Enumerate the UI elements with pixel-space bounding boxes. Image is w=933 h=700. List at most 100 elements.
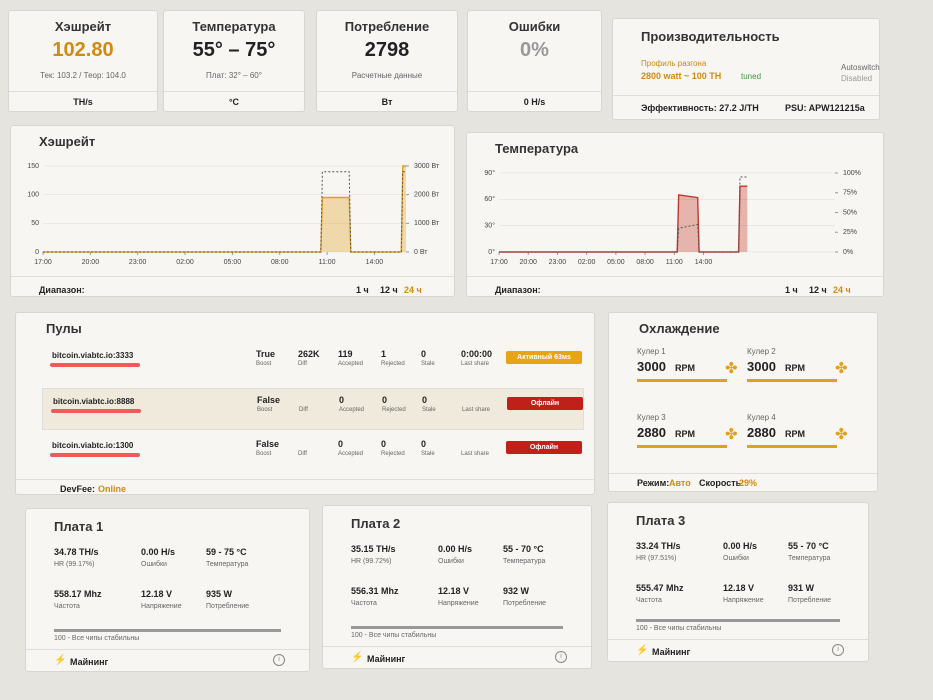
- board-title[interactable]: Плата 1: [54, 519, 104, 534]
- range-option[interactable]: 1 ч: [785, 285, 798, 295]
- cooling-card: Охлаждение Кулер 1 3000 RPM ✤ Кулер 2 3000 RPM ✤…: [608, 312, 878, 492]
- chart-title[interactable]: Хэшрейт: [39, 134, 96, 149]
- board-title[interactable]: Плата 2: [351, 516, 401, 531]
- board-temp: 55 - 70 °C: [788, 541, 829, 551]
- pool-stale-label: Stale: [422, 407, 436, 413]
- divider: [11, 276, 454, 277]
- divider: [468, 91, 601, 92]
- pool-rejected-label: Rejected: [382, 407, 406, 413]
- x-tick-label: 20:00: [519, 259, 537, 266]
- board-power-label: Потребление: [788, 597, 832, 604]
- stat-unit: 0 H/s: [523, 97, 546, 107]
- board-title[interactable]: Плата 3: [636, 513, 686, 528]
- y2-tick-label: 25%: [843, 229, 857, 236]
- pool-accepted: 0: [338, 439, 344, 449]
- divider: [467, 276, 883, 277]
- stat-value: 102.80: [52, 39, 114, 61]
- board-temp: 55 - 70 °C: [503, 544, 544, 554]
- pool-url-underline: [50, 453, 140, 457]
- board-power-label: Потребление: [503, 600, 547, 607]
- board-errors: 0.00 H/s: [438, 544, 473, 554]
- y2-tick-label: 50%: [843, 209, 857, 216]
- perf-title[interactable]: Производительность: [641, 29, 780, 44]
- divider: [164, 91, 304, 92]
- divider: [323, 646, 591, 647]
- board-temp: 59 - 75 °C: [206, 547, 247, 557]
- pool-accepted-label: Accepted: [338, 361, 364, 367]
- board-hashrate: 33.24 TH/s: [636, 541, 681, 551]
- fan-bar: [747, 379, 837, 382]
- cooling-title[interactable]: Охлаждение: [639, 321, 720, 336]
- pool-boost: False: [256, 439, 280, 449]
- pool-url-underline: [51, 409, 141, 413]
- x-tick-label: 08:00: [271, 259, 289, 266]
- x-tick-label: 02:00: [176, 259, 194, 266]
- chips-bar: [351, 626, 563, 629]
- chart: 0° 30° 60° 90° 0% 25% 50% 75% 100% 17:00 20:00 23:0…: [484, 169, 861, 266]
- mining-icon: ⚡: [351, 652, 364, 663]
- divider: [609, 473, 877, 474]
- pool-diff-label: Diff: [298, 361, 307, 367]
- pool-rejected-label: Rejected: [381, 361, 405, 367]
- y2-tick-label: 0 Вт: [414, 249, 428, 256]
- fan-bar: [637, 379, 727, 382]
- series-line: [499, 176, 748, 253]
- chips: 100 - Все чипы стабильны: [636, 625, 722, 632]
- board-hashrate-label: HR (99.72%): [351, 558, 392, 565]
- board-freq: 555.47 Mhz: [636, 583, 684, 593]
- stat-card: Температура 55° – 75° Плат: 32° – 60° °C: [163, 10, 305, 112]
- board-hashrate-label: HR (99.17%): [54, 561, 95, 568]
- range-option[interactable]: 24 ч: [833, 285, 851, 295]
- fan-unit: RPM: [675, 363, 695, 373]
- info-icon[interactable]: i: [273, 654, 285, 666]
- pool-row[interactable]: bitcoin.viabtc.io:8888 False Boost Diff 0 Acc…: [42, 388, 584, 430]
- chips: 100 - Все чипы стабильны: [54, 635, 140, 642]
- mining-icon: ⚡: [636, 645, 649, 656]
- speed: 29%: [739, 478, 758, 488]
- pool-boost: False: [257, 395, 281, 405]
- fan-icon: ✤: [835, 360, 848, 377]
- x-tick-label: 11:00: [666, 259, 683, 266]
- pool-diff-label: Diff: [298, 451, 307, 457]
- range-option[interactable]: 12 ч: [380, 285, 398, 295]
- pool-diff: 262K: [298, 349, 320, 359]
- board-power: 932 W: [503, 586, 530, 596]
- x-tick-label: 23:00: [129, 259, 147, 266]
- y-tick-label: 0°: [488, 248, 495, 256]
- series-line: [43, 171, 406, 253]
- y-tick-label: 60°: [484, 195, 495, 203]
- pool-row[interactable]: bitcoin.viabtc.io:1300 False Boost Diff 0 Acc…: [42, 433, 582, 473]
- range-option[interactable]: 24 ч: [404, 285, 422, 295]
- range-option[interactable]: 12 ч: [809, 285, 827, 295]
- pool-rejected-label: Rejected: [381, 451, 405, 457]
- area: [43, 166, 406, 252]
- pools-title[interactable]: Пулы: [46, 321, 82, 336]
- stat-value: 0%: [520, 39, 549, 61]
- board-errors: 0.00 H/s: [723, 541, 758, 551]
- board-freq: 556.31 Mhz: [351, 586, 399, 596]
- autoswitch: Autoswitch: [841, 63, 880, 72]
- stat-unit: °C: [228, 97, 240, 107]
- x-tick-label: 14:00: [366, 259, 384, 266]
- board-freq-label: Частота: [54, 603, 80, 610]
- profile-label: Профиль разгона: [641, 59, 707, 68]
- mining: Майнинг: [652, 647, 691, 657]
- profile: 2800 watt ~ 100 TH: [641, 71, 722, 81]
- pool-row[interactable]: bitcoin.viabtc.io:3333 True Boost 262K Diff 1…: [42, 343, 582, 383]
- y-tick-label: 0: [35, 249, 39, 256]
- board-temp-label: Температура: [788, 555, 831, 562]
- stat-title: Потребление: [344, 19, 430, 34]
- pool-url: bitcoin.viabtc.io:3333: [52, 351, 134, 360]
- fan-name: Кулер 4: [747, 413, 776, 422]
- stat-unit: Вт: [381, 97, 393, 107]
- board-voltage-label: Напряжение: [438, 600, 479, 607]
- chart-title[interactable]: Температура: [495, 141, 579, 156]
- range-option[interactable]: 1 ч: [356, 285, 369, 295]
- info-icon[interactable]: i: [555, 651, 567, 663]
- divider: [16, 479, 594, 480]
- info-icon[interactable]: i: [832, 644, 844, 656]
- board-errors-label: Ошибки: [723, 555, 749, 562]
- stat-sub: Расчетные данные: [351, 71, 423, 80]
- y-tick-label: 150: [27, 163, 39, 170]
- divider: [9, 91, 157, 92]
